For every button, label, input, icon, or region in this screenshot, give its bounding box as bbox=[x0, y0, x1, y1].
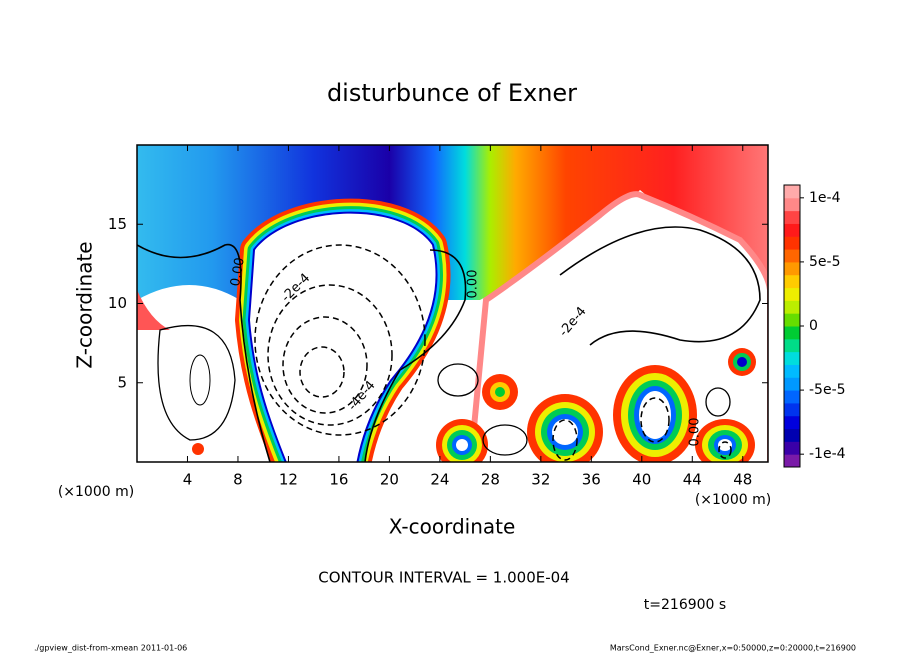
time-label: t=216900 s bbox=[644, 597, 726, 613]
colorbar-band bbox=[784, 236, 800, 250]
colorbar-band bbox=[784, 377, 800, 391]
y-axis-title: Z-coordinate bbox=[73, 241, 97, 368]
contours bbox=[137, 226, 761, 462]
footer-right: MarsCond_Exner.nc@Exner,x=0:50000,z=0:20… bbox=[610, 644, 856, 653]
x-tick-label: 24 bbox=[430, 471, 449, 489]
y-unit-label: (×1000 m) bbox=[58, 484, 134, 500]
colorbar-band bbox=[784, 402, 800, 417]
colorbar-tick-label: -1e-4 bbox=[809, 446, 846, 462]
chart-title: disturbunce of Exner bbox=[327, 79, 577, 107]
contour-label: 0.00 bbox=[228, 256, 248, 287]
x-tick-label: 8 bbox=[233, 471, 243, 489]
x-tick-label: 44 bbox=[683, 471, 702, 489]
x-tick-label: 48 bbox=[733, 471, 752, 489]
colorbar-band bbox=[784, 326, 800, 340]
x-tick-label: 32 bbox=[531, 471, 550, 489]
contour-interval: CONTOUR INTERVAL = 1.000E-04 bbox=[318, 569, 569, 587]
colorbar-tick-label: 1e-4 bbox=[809, 190, 841, 206]
field bbox=[137, 145, 768, 462]
colorbar-band bbox=[784, 313, 800, 327]
colorbar-band bbox=[784, 428, 800, 442]
colorbar-band bbox=[784, 249, 800, 263]
x-tick-label: 12 bbox=[279, 471, 298, 489]
colorbar-band bbox=[784, 415, 800, 430]
colorbar-band bbox=[784, 287, 800, 301]
colorbar-band bbox=[784, 454, 800, 468]
colorbar-band bbox=[784, 351, 800, 365]
contour-label: 0.00 bbox=[688, 418, 703, 447]
x-axis-title: X-coordinate bbox=[389, 515, 516, 539]
x-tick-label: 36 bbox=[582, 471, 601, 489]
colorbar-band bbox=[784, 274, 800, 289]
colorbar-band bbox=[784, 223, 800, 237]
x-unit-label: (×1000 m) bbox=[695, 492, 771, 508]
x-tick-label: 40 bbox=[632, 471, 651, 489]
colorbar-band bbox=[784, 185, 800, 199]
footer-left: ./gpview_dist-from-xmean 2011-01-06 bbox=[34, 644, 187, 653]
x-tick-label: 4 bbox=[183, 471, 193, 489]
y-tick-label: 5 bbox=[117, 373, 127, 391]
x-tick-label: 16 bbox=[329, 471, 348, 489]
y-tick-label: 10 bbox=[108, 294, 127, 312]
contour-label: 0.00 bbox=[466, 270, 481, 299]
x-tick-label: 20 bbox=[380, 471, 399, 489]
colorbar-band bbox=[784, 261, 800, 276]
colorbar-band bbox=[784, 197, 800, 212]
colorbar-tick-label: -5e-5 bbox=[809, 382, 846, 398]
x-tick-label: 28 bbox=[481, 471, 500, 489]
colorbar-band bbox=[784, 210, 800, 224]
cells bbox=[192, 348, 756, 462]
colorbar-tick-label: 5e-5 bbox=[809, 254, 840, 270]
colorbar-tick-label: 0 bbox=[809, 318, 818, 334]
y-tick-label: 15 bbox=[108, 215, 127, 233]
colorbar-band bbox=[784, 441, 800, 455]
colorbar-band bbox=[784, 300, 800, 314]
colorbar-band bbox=[784, 390, 800, 404]
colorbar-band bbox=[784, 338, 800, 353]
colorbar-band bbox=[784, 364, 800, 378]
